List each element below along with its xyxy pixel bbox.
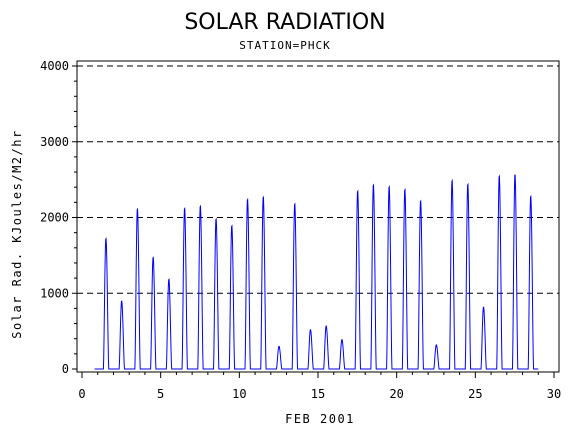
chart-subtitle: STATION=PHCK bbox=[239, 39, 330, 52]
y-tick-label: 3000 bbox=[40, 135, 69, 149]
y-tick-label: 2000 bbox=[40, 211, 69, 225]
y-tick-label: 0 bbox=[62, 362, 69, 376]
x-tick-label: 20 bbox=[389, 387, 403, 401]
x-tick-label: 0 bbox=[78, 387, 85, 401]
y-tick-label: 1000 bbox=[40, 286, 69, 300]
x-tick-label: 15 bbox=[311, 387, 325, 401]
x-axis: 0 5 10 15 20 25 30 bbox=[78, 372, 561, 401]
y-axis-label: Solar Rad. KJoules/M2/hr bbox=[10, 129, 24, 338]
x-tick-label: 30 bbox=[547, 387, 561, 401]
x-tick-label: 5 bbox=[157, 387, 164, 401]
y-tick-label: 4000 bbox=[40, 59, 69, 73]
plot-frame bbox=[76, 60, 560, 373]
x-axis-label: FEB 2001 bbox=[285, 412, 355, 426]
chart-title: SOLAR RADIATION bbox=[184, 10, 385, 35]
y-axis: 0 1000 2000 3000 4000 bbox=[40, 59, 77, 376]
series-group bbox=[94, 174, 539, 370]
gridlines bbox=[77, 65, 559, 294]
solar-radiation-line bbox=[94, 174, 539, 370]
x-tick-label: 10 bbox=[232, 387, 246, 401]
x-tick-label: 25 bbox=[468, 387, 482, 401]
